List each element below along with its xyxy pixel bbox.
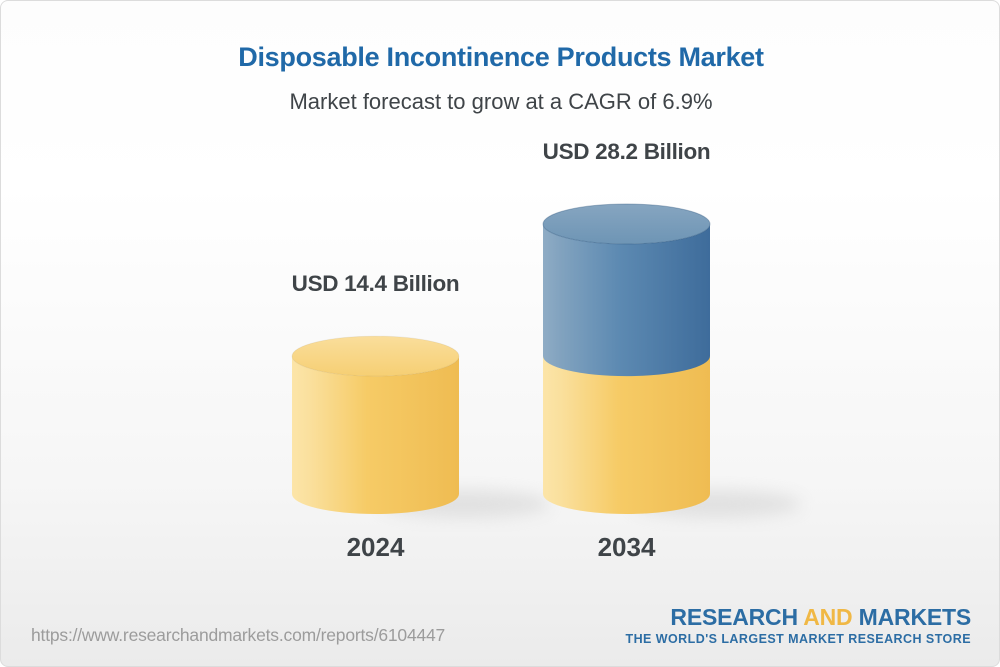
logo-tagline: THE WORLD'S LARGEST MARKET RESEARCH STOR…	[625, 632, 971, 646]
page-subtitle: Market forecast to grow at a CAGR of 6.9…	[289, 89, 713, 114]
logo-word-and: AND	[803, 604, 853, 630]
bar-2024-top-cap	[291, 335, 460, 377]
bar-2024-body	[292, 356, 460, 514]
logo-word-research: RESEARCH	[670, 604, 798, 630]
category-label-2024: 2024	[346, 532, 405, 562]
value-label-2034: USD 28.2 Billion	[542, 139, 711, 164]
cylinder-bars	[291, 203, 802, 518]
page-title: Disposable Incontinence Products Market	[238, 42, 764, 72]
logo-word-markets: MARKETS	[858, 604, 972, 630]
value-label-2024: USD 14.4 Billion	[291, 271, 460, 297]
bar-2034-top-cap	[542, 203, 711, 245]
bar-2034-base-segment	[543, 356, 710, 514]
category-label-2034: 2034	[597, 532, 656, 562]
bar-2034-growth-segment	[543, 224, 710, 377]
logo-wordmark: RESEARCH AND MARKETS	[625, 605, 971, 630]
report-url: https://www.researchandmarkets.com/repor…	[31, 625, 446, 645]
research-and-markets-logo: RESEARCH AND MARKETS THE WORLD'S LARGEST…	[625, 605, 971, 647]
